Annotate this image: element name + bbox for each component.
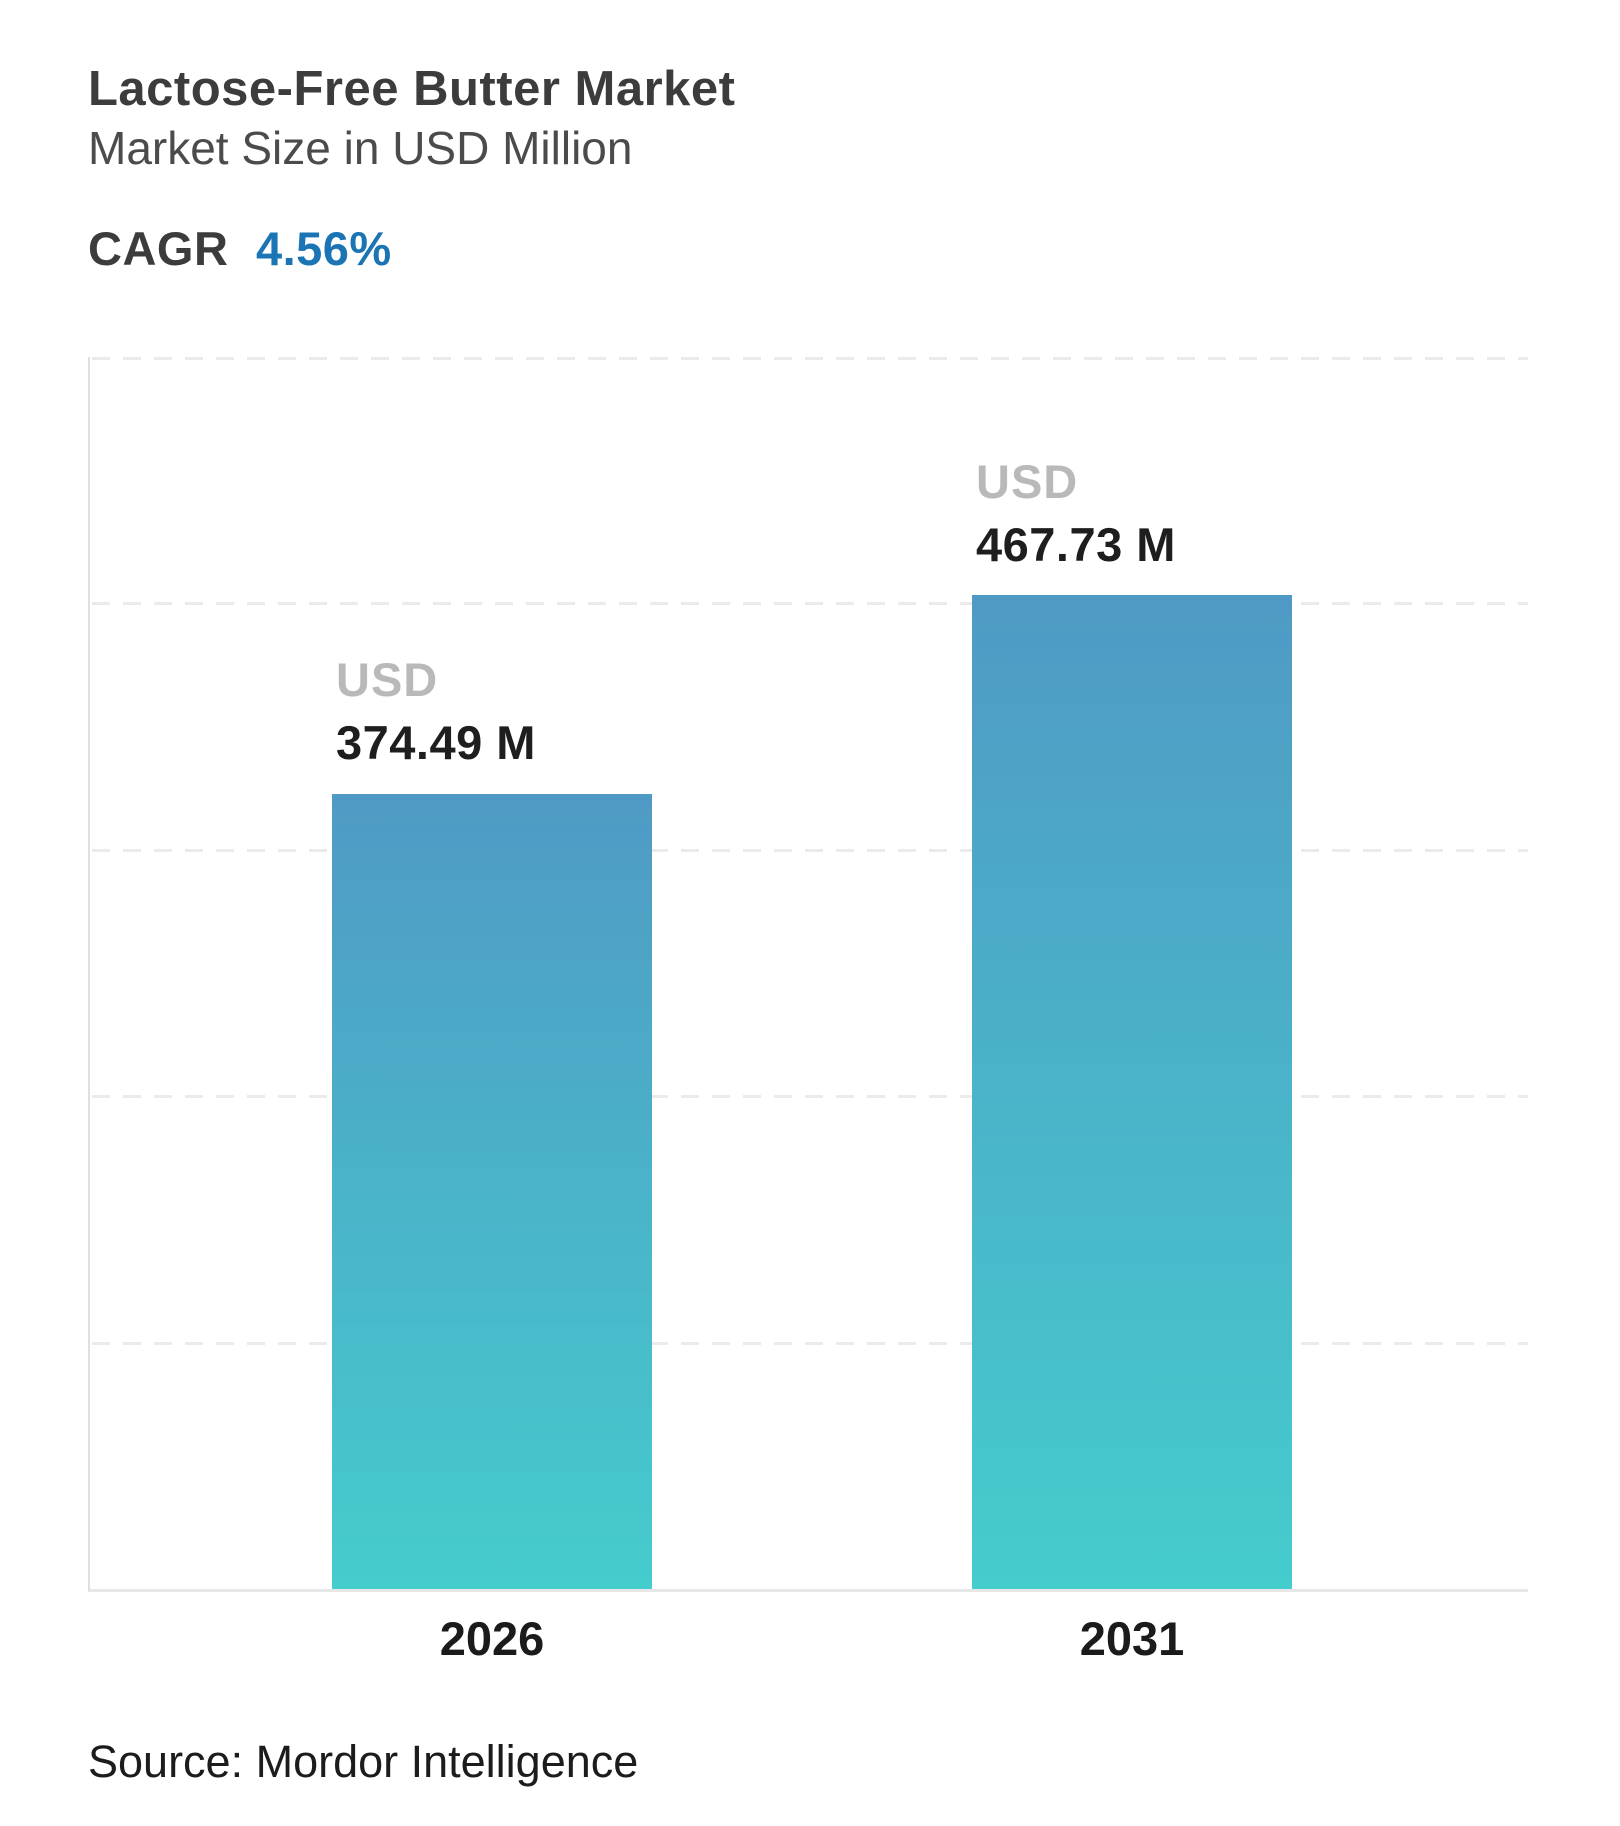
gridline: [92, 1341, 1528, 1345]
bar-chart-plot-area: USD 374.49 M USD 467.73 M 2026 2031: [88, 357, 1528, 1665]
bar-2026: [332, 793, 652, 1589]
chart-header: Lactose-Free Butter Market Market Size i…: [88, 60, 735, 276]
x-axis-label-2031: 2031: [1079, 1612, 1185, 1665]
currency-label: USD: [336, 653, 439, 707]
page-title: Lactose-Free Butter Market: [88, 62, 736, 116]
currency-label: USD: [976, 455, 1079, 509]
chart-subtitle: Market Size in USD Million: [88, 121, 633, 174]
bar-2031: [972, 595, 1292, 1589]
gridline: [92, 848, 1528, 852]
value-label: 374.49 M: [336, 715, 536, 769]
gridline: [92, 357, 1528, 360]
x-axis-label-2026: 2026: [439, 1612, 545, 1665]
gridline: [92, 1095, 1528, 1099]
cagr-label: CAGR: [88, 222, 229, 276]
gridline: [92, 602, 1528, 606]
bar-value-label-2031: USD 467.73 M: [976, 456, 1376, 571]
cagr-row: CAGR 4.56%: [88, 221, 735, 276]
bar-value-label-2026: USD 374.49 M: [336, 654, 736, 769]
cagr-value: 4.56%: [255, 222, 392, 276]
value-label: 467.73 M: [976, 517, 1176, 571]
source-attribution: Source: Mordor Intelligence: [88, 1736, 639, 1787]
